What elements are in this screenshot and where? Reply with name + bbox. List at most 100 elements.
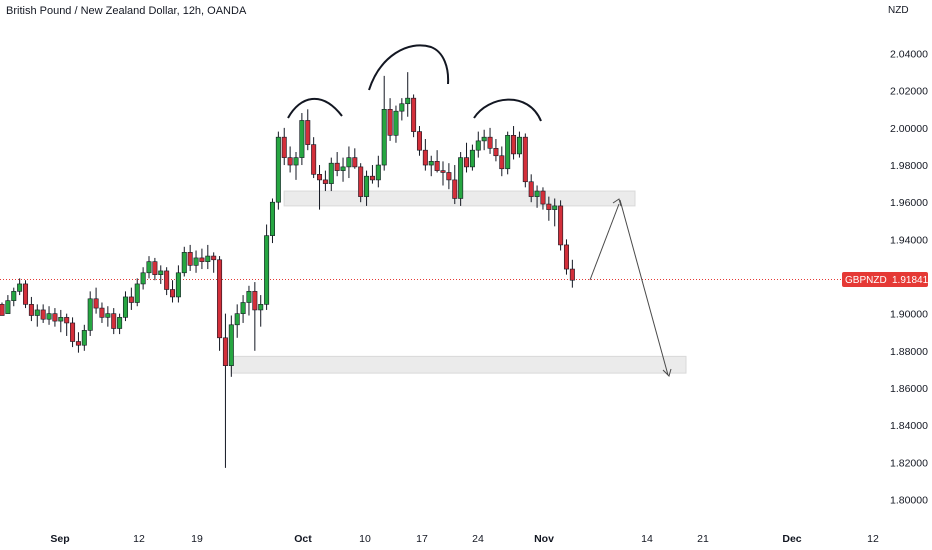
candle-body — [87, 298, 93, 331]
candle — [246, 285, 252, 316]
candle — [516, 131, 522, 158]
candle — [28, 296, 34, 322]
candle-body — [122, 296, 128, 318]
candle-body — [175, 272, 181, 298]
x-tick-label: Oct — [294, 533, 312, 545]
candle-body — [405, 97, 411, 105]
y-tick-label: 1.94000 — [890, 234, 928, 246]
candle-body — [17, 283, 23, 292]
candle-body — [328, 162, 334, 184]
candle — [322, 170, 328, 192]
candle — [34, 304, 40, 327]
candle-body — [381, 109, 387, 166]
candle-body — [275, 136, 281, 203]
x-tick-label: 17 — [416, 533, 428, 545]
candle — [499, 146, 505, 177]
candle — [469, 144, 475, 171]
candle — [528, 174, 534, 203]
x-tick-label: 21 — [697, 533, 709, 545]
candle — [328, 157, 334, 192]
candle — [487, 127, 493, 154]
left-shoulder-arc — [287, 97, 343, 119]
y-tick-label: 1.90000 — [890, 309, 928, 321]
candle — [458, 152, 464, 206]
candle-body — [11, 291, 17, 301]
candle-body — [40, 309, 46, 320]
candle — [193, 250, 199, 273]
y-tick-label: 2.02000 — [890, 86, 928, 98]
candle — [122, 291, 128, 322]
candle — [522, 133, 528, 188]
candle-body — [34, 309, 40, 316]
candle — [505, 131, 511, 175]
candle — [222, 313, 228, 468]
candle — [393, 105, 399, 143]
candle — [0, 302, 5, 316]
candle — [287, 146, 293, 173]
candle-body — [369, 175, 375, 181]
candle — [475, 131, 481, 158]
candle-body — [558, 205, 564, 246]
candle-body — [428, 161, 434, 166]
candle — [111, 308, 117, 335]
candle — [275, 131, 281, 210]
x-tick-label: 24 — [472, 533, 484, 545]
candle — [364, 170, 370, 206]
candle-body — [81, 330, 87, 346]
candle — [75, 332, 81, 353]
candle-body — [358, 166, 364, 197]
chart-title: British Pound / New Zealand Dollar, 12h,… — [6, 5, 247, 17]
candle — [264, 224, 270, 310]
candle-body — [281, 136, 287, 158]
candle-body — [499, 155, 505, 170]
candle — [87, 291, 93, 336]
candle-body — [422, 149, 428, 166]
right-shoulder-arc — [473, 98, 542, 122]
candle-body — [416, 131, 422, 151]
candle — [446, 163, 452, 190]
candle — [281, 127, 287, 166]
candle-body — [75, 341, 81, 346]
candle — [258, 295, 264, 327]
candle — [64, 313, 70, 336]
candle-body — [234, 313, 240, 326]
candle — [240, 295, 246, 323]
projection-arrowhead-up — [612, 198, 622, 207]
candle — [228, 315, 234, 377]
candle-body — [46, 313, 52, 320]
candle — [170, 280, 176, 303]
candle — [334, 152, 340, 177]
candle-body — [528, 181, 534, 197]
candle — [375, 155, 381, 188]
candle-body — [287, 157, 293, 166]
candle — [40, 304, 46, 323]
candle-body — [193, 257, 199, 266]
y-tick-label: 1.84000 — [890, 420, 928, 432]
candle-body — [516, 136, 522, 155]
candle — [140, 267, 146, 290]
y-tick-label: 1.82000 — [890, 457, 928, 469]
candle — [93, 287, 99, 314]
candle — [252, 282, 258, 351]
x-tick-label: Dec — [782, 533, 801, 545]
head-arc — [368, 44, 450, 91]
candle-body — [23, 283, 29, 305]
candle — [311, 137, 317, 179]
candle — [269, 198, 275, 244]
candle — [540, 187, 546, 210]
y-axis: 2.04000 2.02000 2.00000 1.98000 1.96000 1.940… — [890, 49, 928, 507]
candle — [134, 278, 140, 307]
x-axis: Sep 12 19 Oct 10 17 24 Nov 14 21 Dec 12 — [50, 533, 879, 545]
price-badge: GBPNZD 1.91841 — [842, 271, 929, 287]
candle-body — [481, 136, 487, 142]
candle-body — [264, 235, 270, 305]
candle-body — [458, 157, 464, 199]
candle-body — [305, 120, 311, 145]
candle-body — [569, 268, 575, 281]
y-tick-label: 1.80000 — [890, 494, 928, 506]
candle — [317, 165, 323, 210]
candle — [81, 324, 87, 351]
sr-zone — [230, 355, 687, 374]
candle — [305, 109, 311, 151]
